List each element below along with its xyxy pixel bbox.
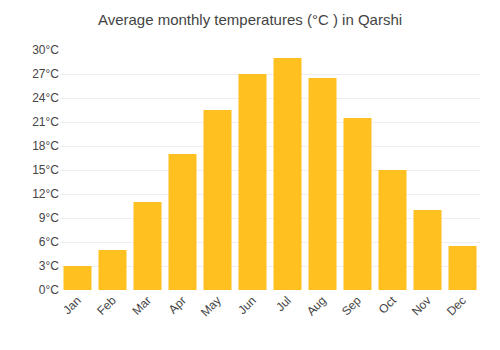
svg-text:21°C: 21°C	[32, 115, 59, 129]
svg-text:Average monthly temperatures (: Average monthly temperatures (°C ) in Qa…	[98, 11, 402, 28]
svg-text:24°C: 24°C	[32, 91, 59, 105]
svg-text:Oct: Oct	[376, 293, 400, 317]
svg-text:15°C: 15°C	[32, 163, 59, 177]
svg-text:Mar: Mar	[129, 293, 154, 318]
svg-text:Apr: Apr	[166, 293, 189, 316]
svg-text:30°C: 30°C	[32, 43, 59, 57]
svg-text:Aug: Aug	[304, 293, 329, 318]
svg-text:Nov: Nov	[409, 293, 434, 318]
svg-text:Jun: Jun	[235, 293, 259, 317]
svg-text:Sep: Sep	[339, 293, 364, 318]
svg-text:Dec: Dec	[444, 293, 469, 318]
svg-text:3°C: 3°C	[39, 259, 59, 273]
svg-text:27°C: 27°C	[32, 67, 59, 81]
svg-text:6°C: 6°C	[39, 235, 59, 249]
svg-text:Jan: Jan	[60, 293, 84, 317]
svg-text:Jul: Jul	[273, 293, 294, 314]
svg-text:Feb: Feb	[94, 293, 119, 318]
svg-text:May: May	[198, 293, 224, 319]
svg-text:18°C: 18°C	[32, 139, 59, 153]
svg-text:12°C: 12°C	[32, 187, 59, 201]
svg-text:9°C: 9°C	[39, 211, 59, 225]
svg-text:0°C: 0°C	[39, 283, 59, 297]
